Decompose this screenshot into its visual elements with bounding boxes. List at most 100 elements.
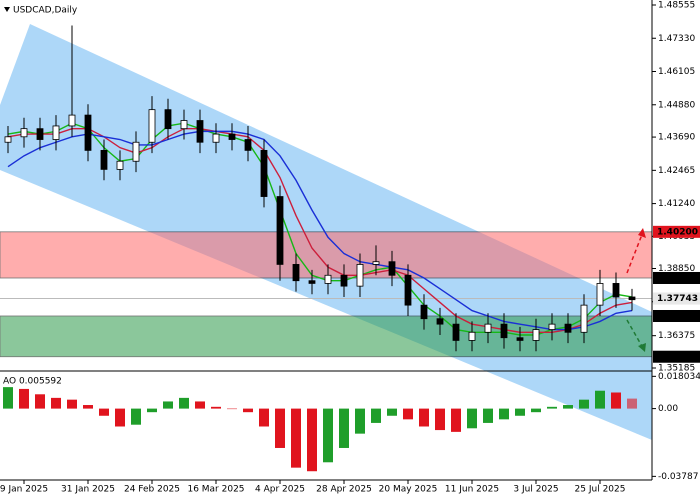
ao-bar — [3, 387, 13, 409]
ao-bar — [179, 397, 189, 409]
x-tick-label: 28 Apr 2025 — [316, 485, 372, 495]
ao-bar — [67, 399, 77, 409]
ao-bar — [579, 399, 589, 409]
price-tag — [653, 350, 700, 363]
zone — [0, 315, 653, 358]
price-tag-label: 1.35600 — [657, 352, 698, 362]
candle-body — [516, 337, 524, 341]
candle-body — [68, 114, 76, 127]
ao-bar — [195, 401, 205, 409]
ao-title: AO 0.005592 — [3, 377, 62, 387]
candle-body — [372, 261, 380, 265]
y-tick-label: 1.41240 — [658, 199, 695, 209]
candle-body — [468, 331, 476, 341]
price-tag-label: 1.40200 — [657, 227, 698, 237]
candle-body — [164, 109, 172, 130]
ao-bar — [483, 408, 493, 423]
candle-body — [564, 323, 572, 333]
ao-bar — [19, 388, 29, 409]
ao-bar — [339, 408, 349, 448]
candle-body — [84, 114, 92, 151]
candle-body — [580, 304, 588, 333]
x-tick-label: 16 Mar 2025 — [187, 485, 244, 495]
candle-body — [212, 133, 220, 143]
ao-bar — [547, 406, 557, 409]
ao-bar — [355, 408, 365, 434]
ao-bar — [131, 408, 141, 425]
y-tick-label: 1.43690 — [658, 133, 695, 143]
candle-body — [404, 274, 412, 306]
candle-body — [36, 128, 44, 140]
price-tag-label: 1.37743 — [657, 294, 698, 304]
price-tag-label: 1.38500 — [657, 273, 698, 283]
ao-bar — [227, 408, 237, 410]
ao-bar — [611, 392, 621, 409]
ao-bar — [627, 398, 637, 409]
up-arrow — [626, 231, 644, 274]
ao-bar — [595, 390, 605, 409]
x-tick-label: 24 Feb 2025 — [124, 485, 180, 495]
candle-body — [116, 160, 124, 170]
y-tick-label: 1.42465 — [658, 166, 695, 176]
ao-bar — [291, 408, 301, 468]
candle-body — [484, 323, 492, 333]
y-tick-label: 1.38850 — [658, 264, 695, 274]
down-arrow — [626, 319, 644, 349]
ao-bar — [243, 408, 253, 413]
candle-body — [228, 133, 236, 140]
candle-body — [20, 128, 28, 138]
candle-body — [308, 280, 316, 284]
y-tick-label: 1.36375 — [658, 331, 695, 341]
y-tick-label: 1.47330 — [658, 34, 695, 44]
ao-bar — [83, 405, 93, 409]
candle-body — [260, 149, 268, 197]
up-arrow-head — [638, 228, 646, 238]
x-tick-label: 4 Apr 2025 — [255, 485, 305, 495]
candle-body — [196, 120, 204, 143]
candle-body — [276, 196, 284, 265]
price-tag-label: 1.37100 — [657, 311, 698, 321]
ao-bar — [163, 401, 173, 409]
price-tag — [653, 225, 700, 238]
ao-bar — [403, 408, 413, 420]
price-tag — [653, 271, 700, 284]
x-tick-label: 20 May 2025 — [379, 485, 438, 495]
ao-bar — [435, 408, 445, 431]
candle-body — [52, 125, 60, 140]
ao-bar — [211, 406, 221, 409]
ao-bar — [51, 397, 61, 409]
zone — [0, 231, 653, 279]
candle-body — [628, 296, 636, 301]
ao-bar — [515, 408, 525, 416]
candle-body — [420, 304, 428, 320]
ao-bar — [499, 408, 509, 420]
ao-tick-label: -0.03787 — [658, 472, 698, 482]
ao-bar — [323, 408, 333, 463]
x-tick-label: 3 Jul 2025 — [513, 485, 558, 495]
ao-bar — [419, 408, 429, 427]
moving-average — [7, 127, 633, 333]
ao-tick-label: 0.00 — [658, 404, 678, 414]
chart-title: USDCAD,Daily — [13, 6, 78, 16]
candle-body — [244, 139, 252, 151]
y-tick-label: 1.46105 — [658, 67, 695, 77]
menu-icon[interactable] — [4, 7, 10, 12]
candle-body — [612, 283, 620, 298]
x-tick-label: 9 Jan 2025 — [0, 485, 48, 495]
ao-bar — [275, 408, 285, 448]
ao-tick-label: 0.018034 — [658, 372, 700, 382]
y-tick-label: 1.35185 — [658, 363, 695, 373]
candle-body — [452, 323, 460, 341]
price-tag — [653, 309, 700, 322]
ao-bar — [259, 408, 269, 427]
x-tick-label: 11 Jun 2025 — [445, 485, 499, 495]
ao-bar — [115, 408, 125, 427]
candle-body — [548, 323, 556, 330]
x-tick-label: 25 Jul 2025 — [575, 485, 626, 495]
y-tick-label: 1.48555 — [658, 0, 695, 10]
y-tick-label: 1.44880 — [658, 100, 695, 110]
candle-body — [596, 283, 604, 306]
down-arrow-head — [638, 343, 646, 352]
candle-body — [532, 329, 540, 341]
candle-body — [100, 149, 108, 170]
